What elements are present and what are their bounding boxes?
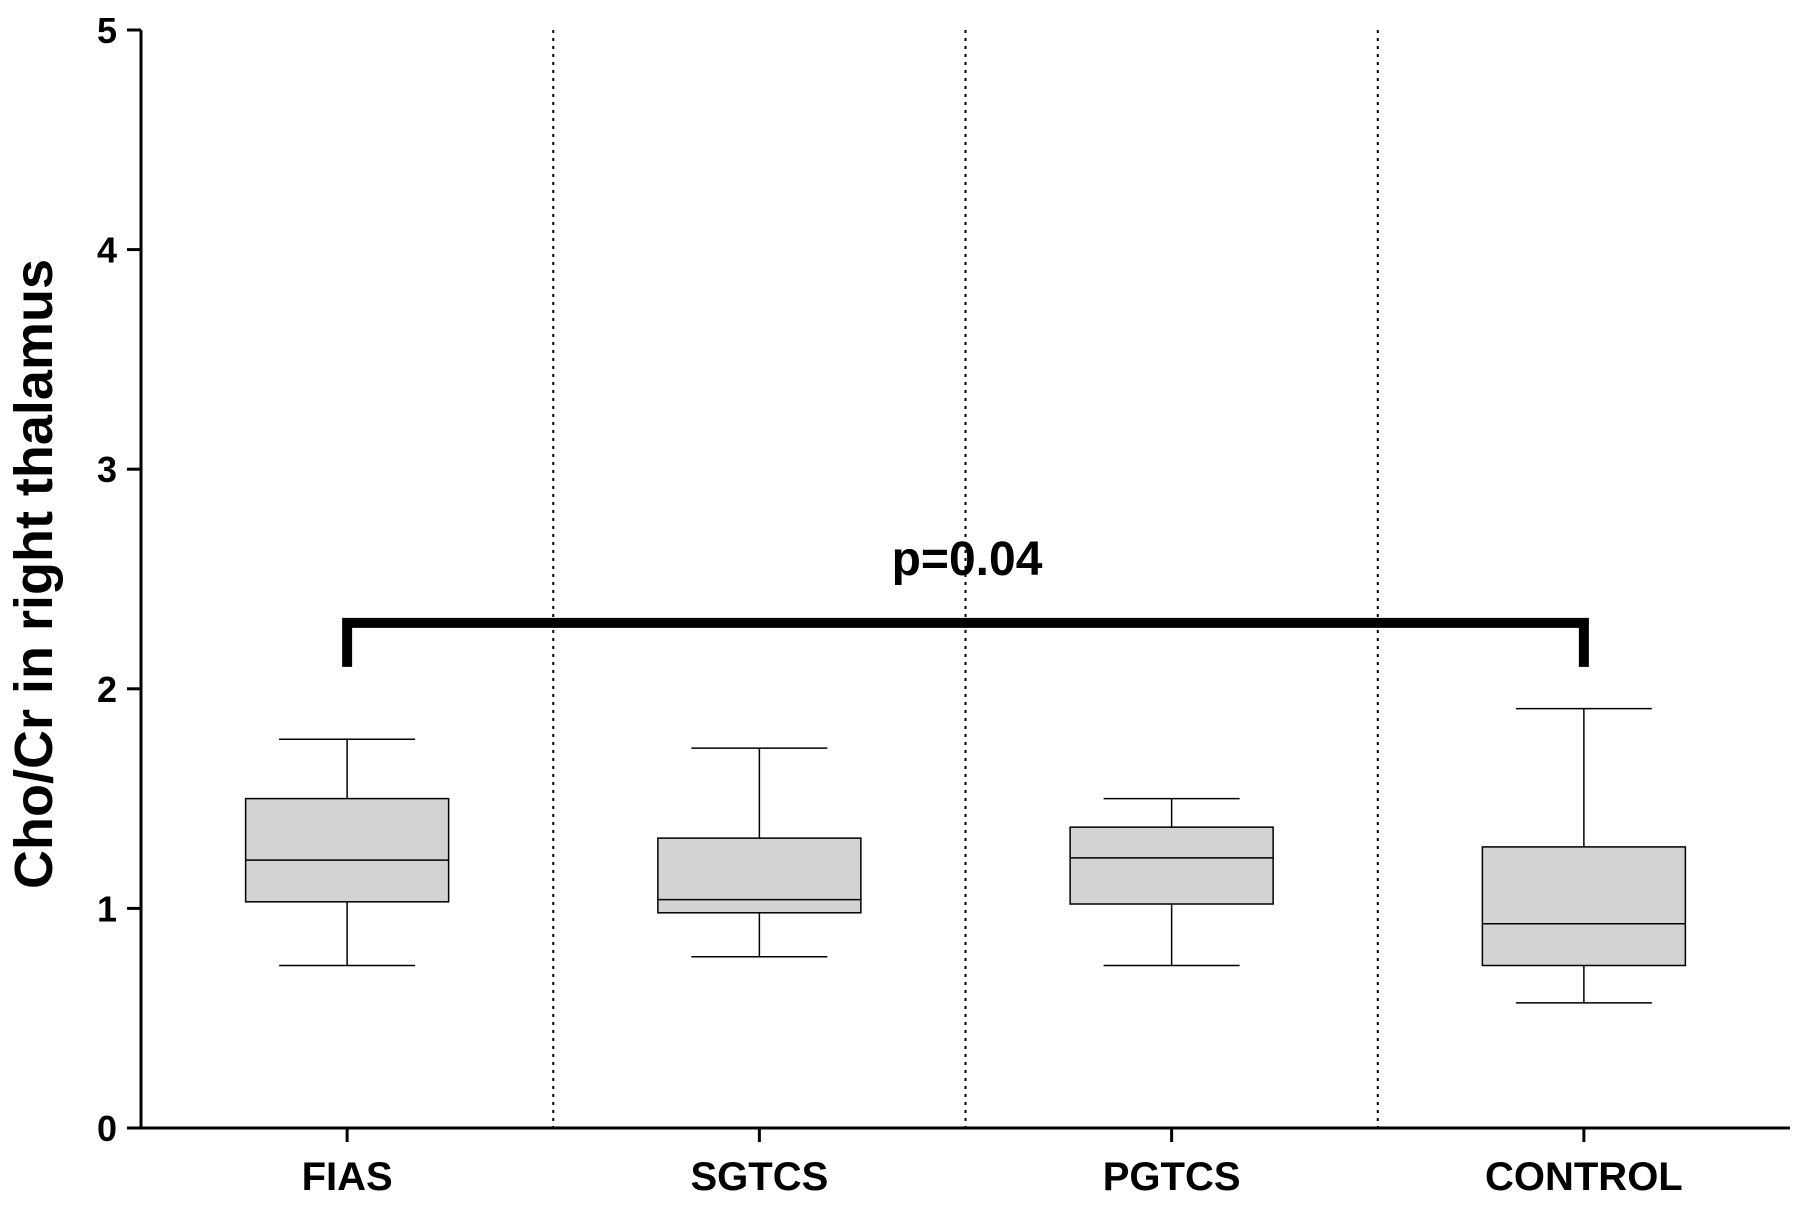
y-tick-label: 4 <box>97 230 117 271</box>
iqr-box <box>1481 846 1687 967</box>
x-tick-label: PGTCS <box>1103 1155 1241 1199</box>
y-axis: 0 1 2 3 4 5 <box>97 10 143 1149</box>
y-tick-label: 3 <box>97 449 117 490</box>
y-tick-label: 2 <box>97 669 117 710</box>
y-tick-label: 1 <box>97 888 117 929</box>
y-axis-title: Cho/Cr in right thalamus <box>4 259 64 889</box>
iqr-box <box>1069 826 1274 905</box>
box-pgtcs <box>1069 797 1274 967</box>
iqr-box <box>244 797 450 903</box>
box-control <box>1481 707 1687 1004</box>
plot-area <box>244 30 1687 1128</box>
y-tick-label: 0 <box>97 1108 117 1149</box>
x-axis: FIAS SGTCS PGTCS CONTROL <box>141 1126 1790 1199</box>
significance-bracket <box>342 617 1589 667</box>
x-tick-label: SGTCS <box>690 1155 828 1199</box>
x-tick-label: FIAS <box>302 1155 393 1199</box>
iqr-box <box>657 837 862 914</box>
box-fias <box>244 738 450 967</box>
significance-label: p=0.04 <box>892 533 1043 586</box>
box-sgtcs <box>657 747 862 958</box>
y-tick-label: 5 <box>97 10 117 51</box>
x-tick-label: CONTROL <box>1485 1155 1683 1199</box>
